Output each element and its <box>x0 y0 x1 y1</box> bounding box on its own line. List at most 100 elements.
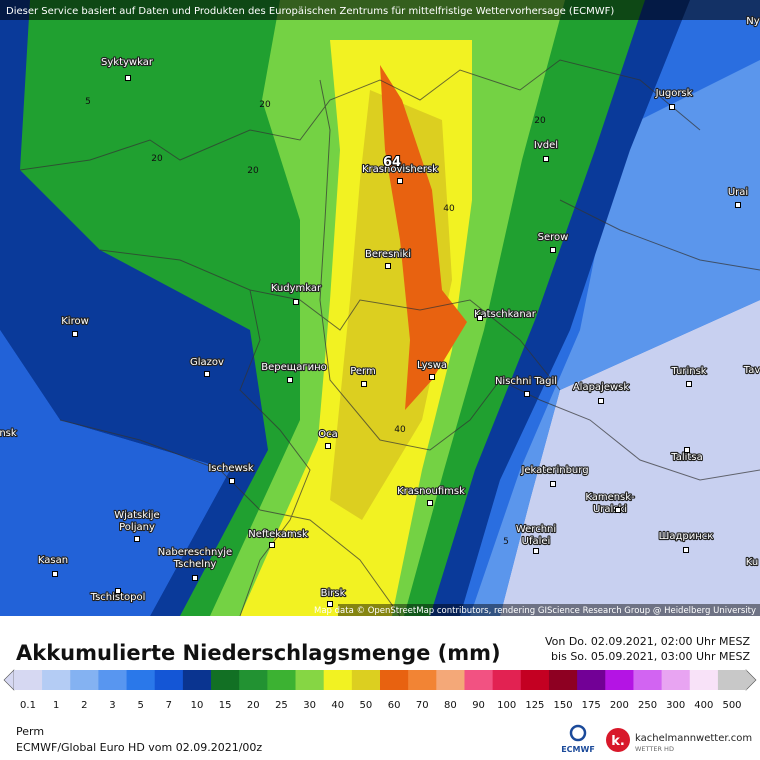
light-precip-area <box>500 300 760 616</box>
city-label: Perm <box>350 366 376 377</box>
legend-label: 0.1 <box>20 700 36 711</box>
legend-label: 100 <box>497 700 516 711</box>
city-marker <box>385 263 391 269</box>
city-label: Ivdel <box>534 140 558 151</box>
legend-label: 5 <box>137 700 143 711</box>
city-label: Kasan <box>38 555 68 566</box>
city-label: Lyswa <box>417 360 447 371</box>
legend: 0.1 1 2 3 5 7 10 15 20 25 30 40 50 60 70 80 90 100 125 150 1… <box>3 669 757 711</box>
legend-label: 300 <box>666 700 685 711</box>
city-label: Kudymkar <box>271 283 322 294</box>
legend-label: 7 <box>166 700 172 711</box>
city-label: Beresniki <box>365 249 411 260</box>
legend-swatch <box>661 670 691 690</box>
legend-label: 150 <box>553 700 572 711</box>
contour-label: 5 <box>503 537 509 547</box>
city-label: Turinsk <box>670 366 706 377</box>
city-marker <box>327 601 333 607</box>
city-marker <box>269 542 275 548</box>
city-marker <box>293 299 299 305</box>
precip-area <box>0 330 230 616</box>
brand-icon <box>606 728 630 752</box>
footer: Akkumulierte Niederschlagsmenge (mm) Von… <box>3 635 757 754</box>
legend-swatch <box>182 670 212 690</box>
legend-swatch <box>408 670 437 690</box>
legend-swatch <box>126 670 156 690</box>
disclaimer: Dieser Service basiert auf Daten und Pro… <box>6 6 614 17</box>
city-label: Uralski <box>593 504 627 515</box>
city-label: nsk <box>0 428 17 439</box>
city-label: Ufalei <box>522 536 551 547</box>
location: Perm <box>16 725 44 738</box>
city-marker <box>550 481 556 487</box>
disclaimer-bar <box>0 0 760 20</box>
border <box>239 289 311 617</box>
legend-swatch <box>239 670 268 690</box>
legend-label: 70 <box>416 700 429 711</box>
title: Akkumulierte Niederschlagsmenge (mm) <box>16 641 501 665</box>
city-label: Шадринск <box>659 531 714 542</box>
borders <box>19 59 760 617</box>
city-marker <box>543 156 549 162</box>
legend-label: 3 <box>109 700 115 711</box>
city-label: Kamensk- <box>585 492 635 503</box>
legend-label: 60 <box>388 700 401 711</box>
city-label: Kirow <box>61 316 89 327</box>
cities: Syktywkar Kirow Glazov Kudymkar Верещагино Pe… <box>0 15 760 607</box>
contour-label: 20 <box>259 100 271 110</box>
border <box>319 79 760 481</box>
attribution-bar <box>338 604 760 616</box>
legend-label: 400 <box>694 700 713 711</box>
precip-area <box>470 60 760 616</box>
legend-swatch <box>605 670 634 690</box>
legend-swatch <box>323 670 353 690</box>
city-marker <box>598 398 604 404</box>
city-marker <box>550 247 556 253</box>
contour-label: 20 <box>534 116 546 126</box>
map: Dieser Service basiert auf Daten und Pro… <box>0 0 760 617</box>
legend-label: 25 <box>275 700 288 711</box>
ecmwf-icon <box>569 724 587 742</box>
brand-sub: WETTER HD <box>635 745 674 753</box>
city-label: Oca <box>318 429 338 440</box>
legend-swatch <box>380 670 409 690</box>
city-label: Nabereschnyje <box>158 547 232 558</box>
ecmwf-logo: ECMWF <box>561 745 595 754</box>
legend-swatch <box>351 670 381 690</box>
border <box>19 59 701 171</box>
legend-label: 15 <box>219 700 232 711</box>
city-label: Ischewsk <box>208 463 254 474</box>
legend-swatch <box>13 670 43 690</box>
city-marker <box>429 374 435 380</box>
city-marker <box>361 381 367 387</box>
legend-swatch <box>633 670 663 690</box>
city-marker <box>134 536 140 542</box>
legend-swatch <box>70 670 99 690</box>
period-from: Von Do. 02.09.2021, 02:00 Uhr MESZ <box>545 635 751 648</box>
city-marker <box>477 315 483 321</box>
legend-swatch <box>211 670 240 690</box>
legend-arrow-left <box>3 669 15 691</box>
model-run: ECMWF/Global Euro HD vom 02.09.2021/00z <box>16 741 262 754</box>
city-marker <box>686 381 692 387</box>
contour-label: 20 <box>247 166 259 176</box>
legend-swatch <box>577 670 606 690</box>
city-marker <box>669 104 675 110</box>
legend-swatch <box>295 670 325 690</box>
legend-label: 200 <box>610 700 629 711</box>
contour-label: 40 <box>394 425 406 435</box>
city-marker <box>72 331 78 337</box>
border <box>59 419 401 617</box>
city-marker <box>115 588 121 594</box>
city-label: Wjatskije <box>114 510 159 521</box>
city-marker <box>204 371 210 377</box>
legend-label: 30 <box>303 700 316 711</box>
city-marker <box>684 447 690 453</box>
city-marker <box>524 391 530 397</box>
city-label: Ny <box>746 16 759 27</box>
contour-label: 20 <box>151 154 163 164</box>
city-label: Tschistopol <box>90 592 146 603</box>
legend-swatch <box>98 670 128 690</box>
city-label: Krasnoufimsk <box>397 486 465 497</box>
legend-arrow-right <box>745 669 757 691</box>
